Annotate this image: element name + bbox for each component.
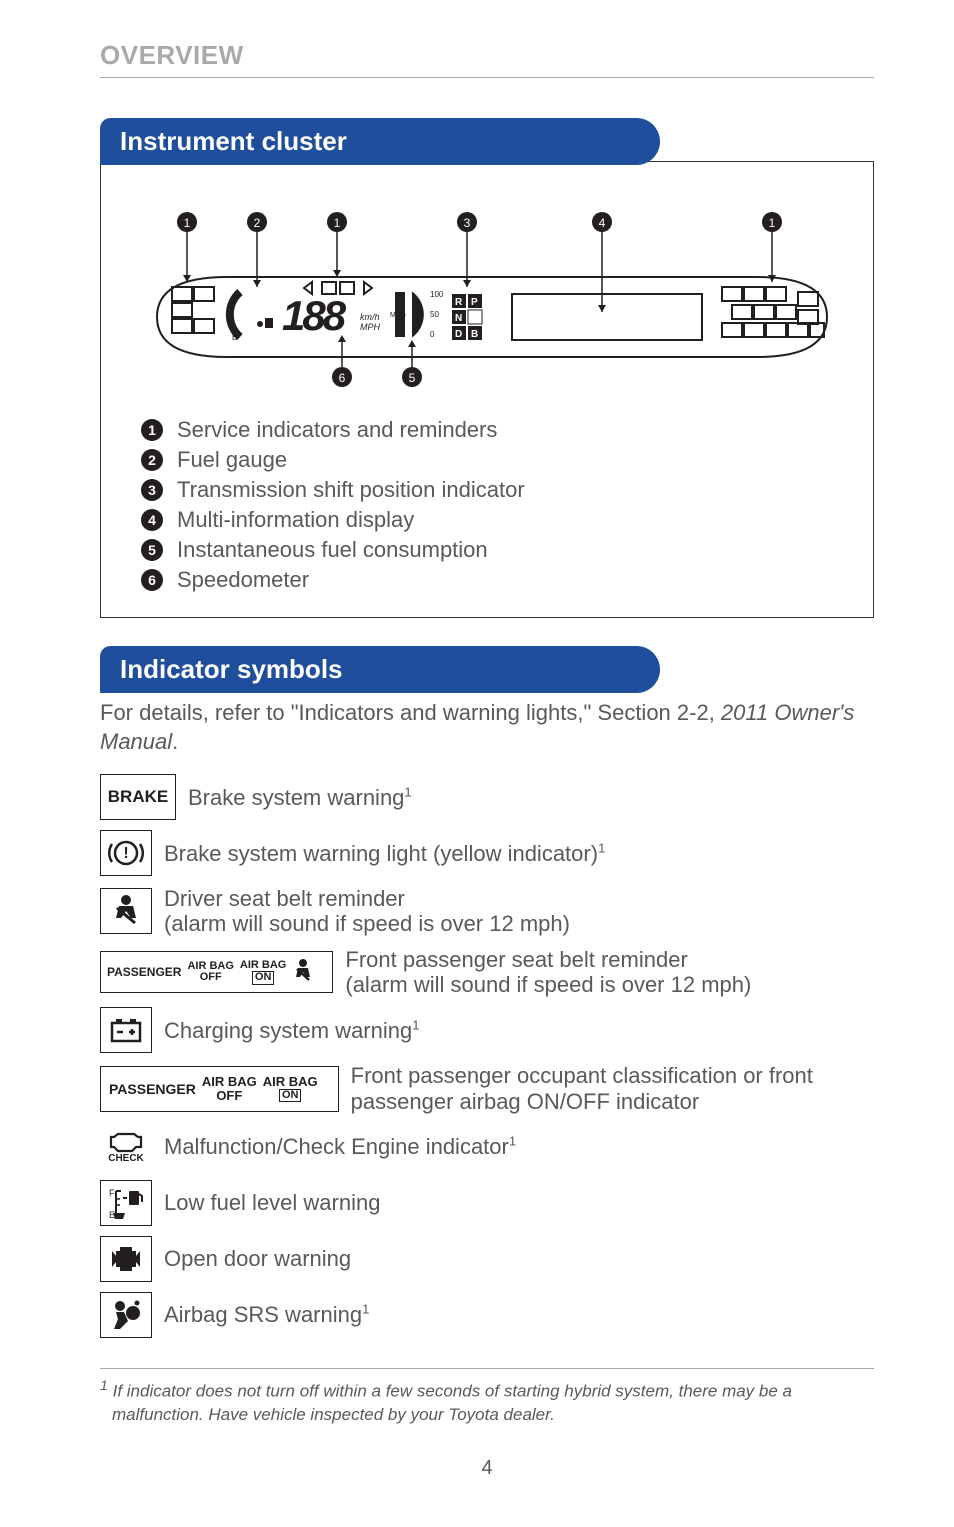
svg-text:0: 0 <box>430 330 435 339</box>
list-item: 3 Transmission shift position indicator <box>141 477 853 503</box>
legend-text: Instantaneous fuel consumption <box>177 537 488 563</box>
indicator-row: ! Brake system warning light (yellow ind… <box>100 830 874 876</box>
cluster-legend: 1 Service indicators and reminders 2 Fuel … <box>131 417 853 593</box>
svg-text:50: 50 <box>430 310 439 319</box>
svg-text:2: 2 <box>254 216 261 230</box>
door-icon <box>100 1236 152 1282</box>
num-badge: 5 <box>141 539 163 561</box>
instrument-cluster-diagram: F E 188 km/h MPH MPG 100 50 0 <box>132 202 852 392</box>
header-rule <box>100 77 874 78</box>
list-item: 5 Instantaneous fuel consumption <box>141 537 853 563</box>
num-badge: 2 <box>141 449 163 471</box>
legend-text: Speedometer <box>177 567 309 593</box>
svg-text:MPG: MPG <box>390 312 406 319</box>
list-item: 2 Fuel gauge <box>141 447 853 473</box>
section-tab-indicator-symbols: Indicator symbols <box>100 646 660 693</box>
indicator-row: Driver seat belt reminder(alarm will sou… <box>100 886 874 937</box>
svg-text:P: P <box>471 297 478 308</box>
footnote: 1 If indicator does not turn off within … <box>100 1377 874 1427</box>
section-tab-instrument-cluster: Instrument cluster <box>100 118 660 165</box>
check-engine-icon: CHECK <box>100 1124 152 1170</box>
indicator-text: Front passenger seat belt reminder(alarm… <box>345 947 751 998</box>
page-header: OVERVIEW <box>100 40 874 71</box>
legend-text: Service indicators and reminders <box>177 417 497 443</box>
brake-text-icon: BRAKE <box>100 774 176 820</box>
legend-text: Transmission shift position indicator <box>177 477 525 503</box>
svg-text:1: 1 <box>769 216 776 230</box>
passenger-airbag-seatbelt-icon: PASSENGER AIR BAGOFF AIR BAGON <box>100 951 333 993</box>
svg-text:B: B <box>471 329 478 340</box>
indicator-text: Malfunction/Check Engine indicator1 <box>164 1134 516 1159</box>
list-item: 4 Multi-information display <box>141 507 853 533</box>
num-badge: 4 <box>141 509 163 531</box>
svg-text:R: R <box>455 297 463 308</box>
footnote-rule <box>100 1368 874 1369</box>
svg-text:MPH: MPH <box>360 322 381 332</box>
indicator-intro: For details, refer to "Indicators and wa… <box>100 699 874 756</box>
list-item: 6 Speedometer <box>141 567 853 593</box>
indicator-text: Front passenger occupant classification … <box>351 1063 813 1114</box>
brake-yellow-icon: ! <box>100 830 152 876</box>
indicator-text: Brake system warning1 <box>188 785 412 810</box>
indicator-row: BRAKE Brake system warning1 <box>100 774 874 820</box>
indicator-row: PASSENGER AIR BAGOFF AIR BAGON Front pas… <box>100 947 874 998</box>
indicator-row: CHECK Malfunction/Check Engine indicator… <box>100 1124 874 1170</box>
passenger-airbag-icon: PASSENGER AIR BAGOFF AIR BAGON <box>100 1066 339 1112</box>
indicator-text: Brake system warning light (yellow indic… <box>164 841 605 866</box>
svg-text:188: 188 <box>282 292 347 339</box>
legend-text: Fuel gauge <box>177 447 287 473</box>
svg-text:km/h: km/h <box>360 312 380 322</box>
svg-text:5: 5 <box>409 371 416 385</box>
battery-icon <box>100 1007 152 1053</box>
intro-text-c: . <box>172 729 178 754</box>
svg-text:1: 1 <box>184 216 191 230</box>
svg-text:1: 1 <box>334 216 341 230</box>
indicator-row: Open door warning <box>100 1236 874 1282</box>
indicator-text: Low fuel level warning <box>164 1190 380 1215</box>
num-badge: 6 <box>141 569 163 591</box>
svg-text:F: F <box>109 1188 115 1198</box>
airbag-srs-icon <box>100 1292 152 1338</box>
indicator-row: Airbag SRS warning1 <box>100 1292 874 1338</box>
svg-text:D: D <box>455 329 462 340</box>
indicator-text: Driver seat belt reminder(alarm will sou… <box>164 886 570 937</box>
indicator-row: F E Low fuel level warning <box>100 1180 874 1226</box>
svg-text:100: 100 <box>430 290 444 299</box>
indicator-text: Charging system warning1 <box>164 1018 419 1043</box>
svg-text:3: 3 <box>464 216 471 230</box>
instrument-cluster-box: F E 188 km/h MPH MPG 100 50 0 <box>100 161 874 618</box>
svg-text:4: 4 <box>599 216 606 230</box>
num-badge: 3 <box>141 479 163 501</box>
svg-text:!: ! <box>123 845 128 862</box>
legend-text: Multi-information display <box>177 507 414 533</box>
fuel-icon: F E <box>100 1180 152 1226</box>
num-badge: 1 <box>141 419 163 441</box>
svg-text:6: 6 <box>339 371 346 385</box>
page-number: 4 <box>100 1457 874 1480</box>
indicator-text: Airbag SRS warning1 <box>164 1302 369 1327</box>
indicator-row: PASSENGER AIR BAGOFF AIR BAGON Front pas… <box>100 1063 874 1114</box>
indicator-text: Open door warning <box>164 1246 351 1271</box>
svg-text:N: N <box>455 313 462 324</box>
intro-text-a: For details, refer to "Indicators and wa… <box>100 700 721 725</box>
indicator-row: Charging system warning1 <box>100 1007 874 1053</box>
seatbelt-icon <box>100 888 152 934</box>
list-item: 1 Service indicators and reminders <box>141 417 853 443</box>
